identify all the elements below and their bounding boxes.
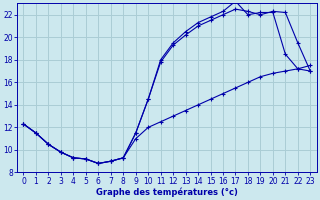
X-axis label: Graphe des températures (°c): Graphe des températures (°c) <box>96 187 238 197</box>
